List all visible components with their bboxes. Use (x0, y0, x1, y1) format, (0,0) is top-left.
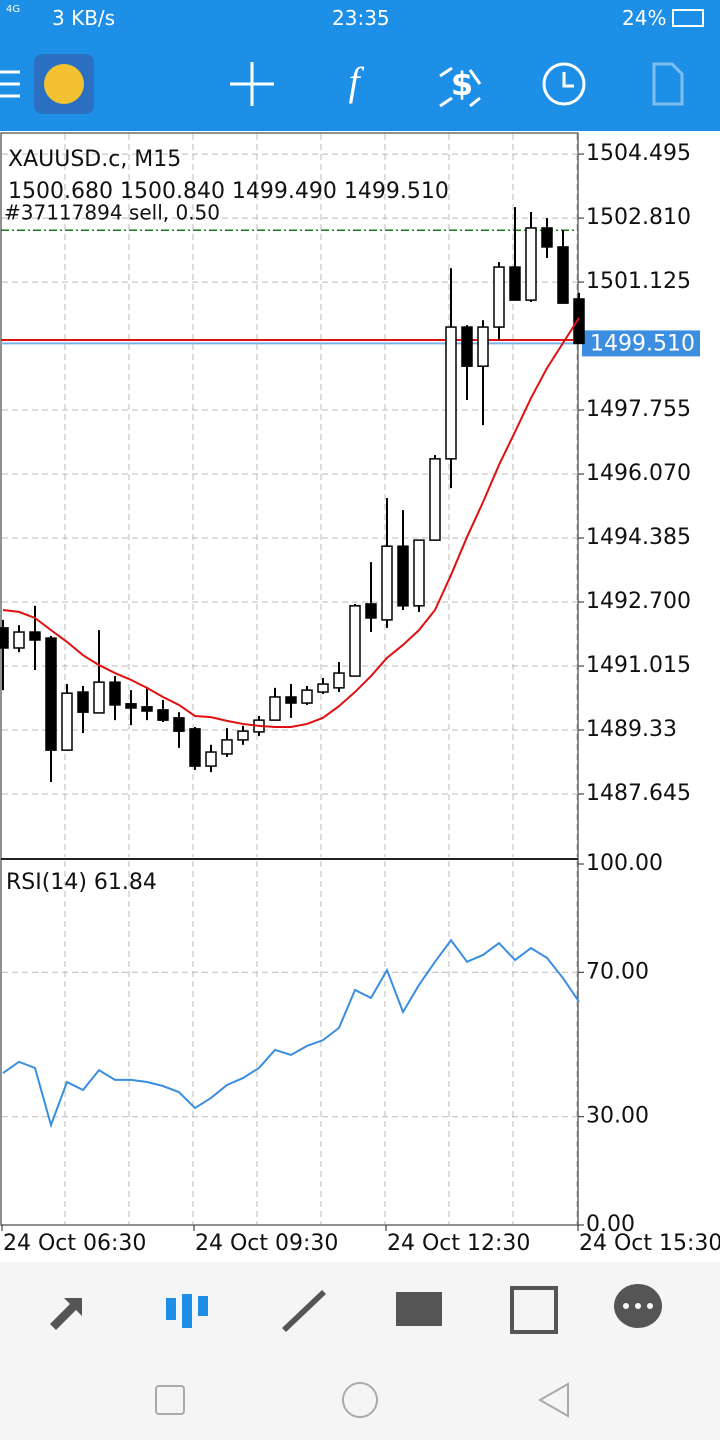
candle-body (221, 739, 233, 755)
news-tab[interactable] (510, 1286, 558, 1334)
panel-title: XAUUSD.c, M15 (8, 147, 181, 172)
candle-body (61, 692, 73, 751)
trade[interactable] (439, 66, 482, 108)
rsi-line (2, 938, 580, 1129)
candle-body (13, 631, 25, 649)
y-tick-label: 30.00 (586, 1104, 649, 1129)
x-tick-label: 24 Oct 06:30 (3, 1231, 146, 1256)
top-bar: 4G 3 KB/s 23:35 24% f $ (0, 0, 720, 131)
moving-average (2, 317, 580, 728)
candle-body (333, 672, 345, 689)
plot-frame (0, 132, 579, 1226)
y-tick-label: 100.00 (586, 851, 663, 876)
bottom-nav (0, 1262, 720, 1360)
candle-body (141, 706, 153, 712)
candle-body (493, 266, 505, 328)
candle-body (0, 627, 9, 649)
y-tick-label: 1504.495 (586, 141, 691, 166)
order-text: #37117894 sell, 0.50 (4, 201, 220, 225)
candle-body (413, 539, 425, 607)
quotes-tab[interactable] (50, 1298, 82, 1330)
candle-body (541, 227, 553, 248)
candle-body (109, 681, 121, 706)
candle-body (525, 227, 537, 301)
candle-body (557, 246, 569, 304)
system-buttons (155, 1382, 569, 1418)
dollar: $ (451, 65, 473, 103)
candle-body (445, 326, 457, 460)
candle-body (381, 545, 393, 621)
toolbar-icons: f $ (0, 9, 704, 114)
price-label-box (582, 330, 700, 357)
battery-icon (672, 9, 704, 27)
y-tick-label: 1491.015 (586, 653, 691, 678)
speed: 3 KB/s (52, 6, 116, 30)
y-tick-label: 1501.125 (586, 269, 691, 294)
candle-body (573, 298, 585, 345)
candle-body (173, 717, 185, 732)
candle-body (125, 703, 137, 709)
y-tick-label: 70.00 (586, 959, 649, 984)
candle-body (509, 266, 521, 301)
candle-body (317, 683, 329, 693)
candle-body (349, 605, 361, 677)
y-tick-label: 1496.070 (586, 461, 691, 486)
candle-body (429, 458, 441, 541)
candle-body (189, 728, 201, 767)
candle-body (29, 631, 41, 641)
candle-body (205, 751, 217, 767)
trade-tab[interactable] (282, 1290, 326, 1332)
history[interactable] (542, 62, 586, 106)
candle-body (461, 326, 473, 367)
chart: 1504.495 1502.810 1501.125 1497.755 1496.070… (0, 132, 720, 1256)
back-button[interactable] (537, 1382, 569, 1418)
candle-body (301, 689, 313, 704)
y-tick-label: 1494.385 (586, 525, 691, 550)
x-tick-label: 24 Oct 15:30 (579, 1231, 720, 1256)
candle-body (45, 637, 57, 751)
chart-tab[interactable] (166, 1294, 208, 1328)
home-button[interactable] (342, 1382, 378, 1418)
network: 4G (6, 4, 21, 15)
new-order[interactable] (652, 62, 684, 106)
y-tick-label: 1502.810 (586, 205, 691, 230)
history-tab[interactable] (396, 1292, 442, 1326)
price-label: 1499.510 (590, 331, 695, 356)
candle-body (269, 696, 281, 721)
nav-icons (50, 1284, 662, 1334)
ohlc-text: 1500.680 1500.840 1499.490 1499.510 (8, 179, 449, 204)
y-tick-label: 1497.755 (586, 397, 691, 422)
candle-body (477, 326, 489, 367)
candle-body (397, 545, 409, 607)
y-tick-label: 1487.645 (586, 781, 691, 806)
candle-body (365, 603, 377, 619)
battery: 24% (622, 6, 667, 30)
candle-body (237, 730, 249, 741)
candle-body (93, 681, 105, 714)
panel-title: RSI(14) 61.84 (6, 870, 157, 895)
y-tick-label: 1489.33 (586, 717, 677, 742)
candle-body (157, 709, 169, 721)
system-nav (0, 1360, 720, 1440)
y-tick-label: 1492.700 (586, 589, 691, 614)
x-tick-label: 24 Oct 09:30 (195, 1231, 338, 1256)
candle-body (285, 696, 297, 704)
x-tick-label: 24 Oct 12:30 (387, 1231, 530, 1256)
recent-button[interactable] (155, 1385, 185, 1415)
clock: 23:35 (332, 6, 390, 30)
candle-body (77, 691, 89, 713)
y-tick-label: 0.00 (586, 1212, 635, 1237)
